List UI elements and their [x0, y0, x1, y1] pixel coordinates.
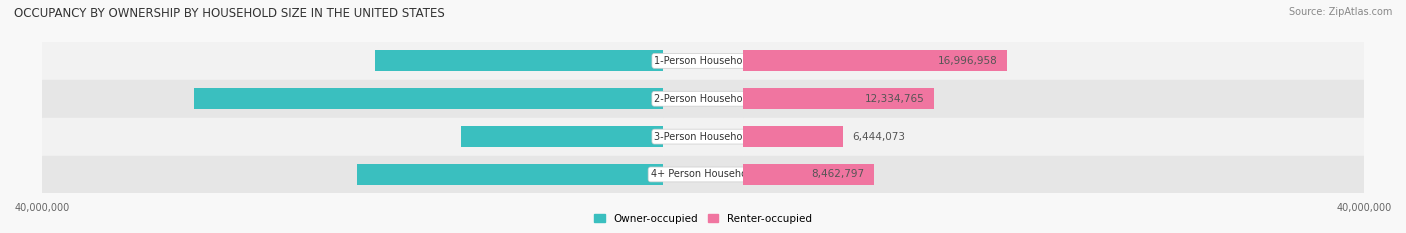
Bar	[42, 118, 664, 156]
Text: 12,334,765: 12,334,765	[865, 94, 925, 104]
Bar	[742, 156, 1364, 193]
Bar	[742, 80, 1364, 118]
Bar	[742, 164, 875, 185]
Bar	[742, 88, 934, 109]
Text: 8,462,797: 8,462,797	[811, 169, 865, 179]
Text: OCCUPANCY BY OWNERSHIP BY HOUSEHOLD SIZE IN THE UNITED STATES: OCCUPANCY BY OWNERSHIP BY HOUSEHOLD SIZE…	[14, 7, 444, 20]
Bar	[194, 88, 664, 109]
Text: 16,996,958: 16,996,958	[938, 56, 997, 66]
Bar	[42, 42, 664, 80]
Text: 3-Person Household: 3-Person Household	[654, 132, 752, 142]
Legend: Owner-occupied, Renter-occupied: Owner-occupied, Renter-occupied	[591, 209, 815, 228]
Text: 13,007,035: 13,007,035	[659, 132, 718, 142]
Bar	[742, 126, 842, 147]
Bar	[664, 156, 742, 193]
Bar	[461, 126, 664, 147]
Text: 4+ Person Household: 4+ Person Household	[651, 169, 755, 179]
Bar	[42, 80, 664, 118]
Bar	[742, 51, 1007, 71]
Bar	[742, 118, 1364, 156]
Bar	[375, 51, 664, 71]
Bar	[664, 80, 742, 118]
Bar	[742, 42, 1364, 80]
Text: 6,444,073: 6,444,073	[852, 132, 905, 142]
Text: 19,713,810: 19,713,810	[657, 169, 717, 179]
Text: 2-Person Household: 2-Person Household	[654, 94, 752, 104]
Bar	[42, 156, 664, 193]
Bar	[357, 164, 664, 185]
Text: 30,223,641: 30,223,641	[654, 94, 714, 104]
Bar	[664, 118, 742, 156]
Text: Source: ZipAtlas.com: Source: ZipAtlas.com	[1288, 7, 1392, 17]
Bar	[664, 42, 742, 80]
Text: 1-Person Household: 1-Person Household	[654, 56, 752, 66]
Text: 18,553,274: 18,553,274	[658, 56, 717, 66]
